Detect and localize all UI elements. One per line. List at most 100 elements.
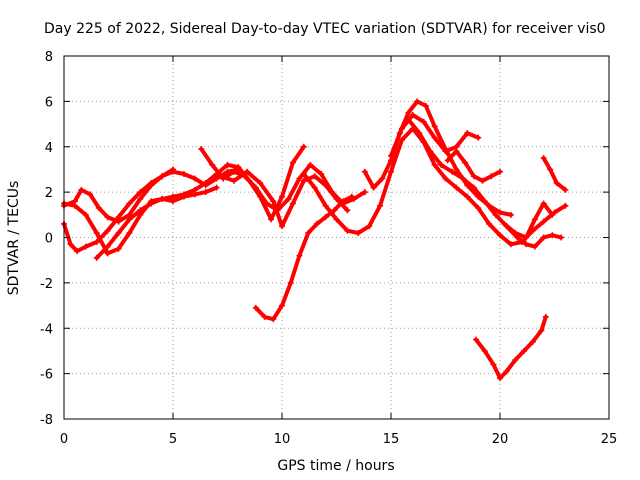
data-point xyxy=(289,200,296,207)
data-point xyxy=(481,198,488,205)
data-point xyxy=(503,368,510,375)
data-point xyxy=(71,198,78,205)
data-point xyxy=(82,243,89,250)
data-point xyxy=(512,229,519,236)
data-point xyxy=(126,200,133,207)
data-point xyxy=(137,207,144,214)
data-point xyxy=(235,164,242,171)
data-point xyxy=(344,227,351,234)
data-point xyxy=(279,302,285,309)
data-point xyxy=(427,148,434,155)
data-point xyxy=(379,175,386,182)
data-point xyxy=(542,313,549,320)
x-tick-label: 15 xyxy=(383,432,400,447)
data-point xyxy=(104,243,111,250)
data-point xyxy=(562,202,569,209)
data-point xyxy=(202,180,209,187)
data-point xyxy=(300,143,307,150)
data-point xyxy=(170,193,176,200)
data-point xyxy=(311,184,318,191)
data-point xyxy=(453,166,460,173)
y-tick-label: -4 xyxy=(40,322,53,337)
data-point xyxy=(422,102,429,109)
data-point xyxy=(507,241,514,248)
data-point xyxy=(464,193,471,200)
x-tick-label: 0 xyxy=(60,432,68,447)
data-point xyxy=(307,161,314,168)
data-point xyxy=(553,180,560,187)
data-point xyxy=(431,134,438,141)
data-point xyxy=(224,161,231,168)
chart-title: Day 225 of 2022, Sidereal Day-to-day VTE… xyxy=(44,21,606,37)
data-point xyxy=(217,173,224,180)
data-point xyxy=(93,239,100,246)
data-point xyxy=(490,361,497,368)
y-tick-label: 8 xyxy=(45,50,53,65)
data-point xyxy=(126,229,133,236)
x-tick-label: 25 xyxy=(601,432,618,447)
data-point xyxy=(104,227,111,234)
y-tick-label: -2 xyxy=(40,277,53,292)
data-point xyxy=(104,250,111,257)
data-point xyxy=(95,205,102,212)
data-point xyxy=(340,198,347,205)
data-point xyxy=(348,193,355,200)
data-point xyxy=(148,182,155,189)
data-point xyxy=(388,152,394,159)
data-point xyxy=(366,223,373,230)
data-point xyxy=(444,157,451,164)
x-tick-label: 10 xyxy=(274,432,291,447)
data-point xyxy=(287,279,294,286)
data-point xyxy=(305,229,312,236)
data-point xyxy=(549,211,556,218)
data-point xyxy=(512,357,519,364)
data-point xyxy=(213,184,220,191)
data-point xyxy=(313,220,320,227)
data-point xyxy=(388,168,394,175)
data-point xyxy=(296,252,303,259)
y-axis-label: SDTVAR / TECUs xyxy=(6,181,22,296)
data-point xyxy=(78,186,85,193)
data-point xyxy=(115,218,122,225)
data-point xyxy=(486,220,493,227)
data-point xyxy=(268,216,275,223)
data-point xyxy=(475,134,482,141)
data-point xyxy=(414,98,421,105)
data-point xyxy=(148,200,155,207)
data-point xyxy=(93,229,100,236)
data-point xyxy=(159,173,166,180)
data-point xyxy=(453,148,460,155)
grid xyxy=(64,56,609,419)
data-point xyxy=(398,136,405,143)
data-point xyxy=(420,118,427,125)
data-point xyxy=(416,130,423,137)
data-point xyxy=(115,229,122,236)
series-line-sat-b xyxy=(62,167,241,254)
data-point xyxy=(355,229,362,236)
data-point xyxy=(191,186,198,193)
data-point xyxy=(322,202,329,209)
data-point xyxy=(492,211,499,218)
data-point xyxy=(270,198,277,205)
data-point xyxy=(344,207,351,214)
data-point xyxy=(318,170,325,177)
data-point xyxy=(529,338,536,345)
data-point xyxy=(370,184,377,191)
data-point xyxy=(331,207,338,214)
data-point xyxy=(252,304,259,311)
data-point xyxy=(459,175,466,182)
data-point xyxy=(507,211,514,218)
y-tick-label: -8 xyxy=(40,413,53,428)
data-point xyxy=(405,109,412,116)
data-point xyxy=(261,313,268,320)
data-point xyxy=(231,168,238,175)
data-point xyxy=(540,234,547,241)
series-line-sat-d xyxy=(94,144,306,260)
data-point xyxy=(87,191,94,198)
data-point xyxy=(300,177,307,184)
y-tick-label: 0 xyxy=(45,232,53,247)
data-point xyxy=(449,168,456,175)
data-point xyxy=(540,218,547,225)
data-point xyxy=(361,189,368,196)
